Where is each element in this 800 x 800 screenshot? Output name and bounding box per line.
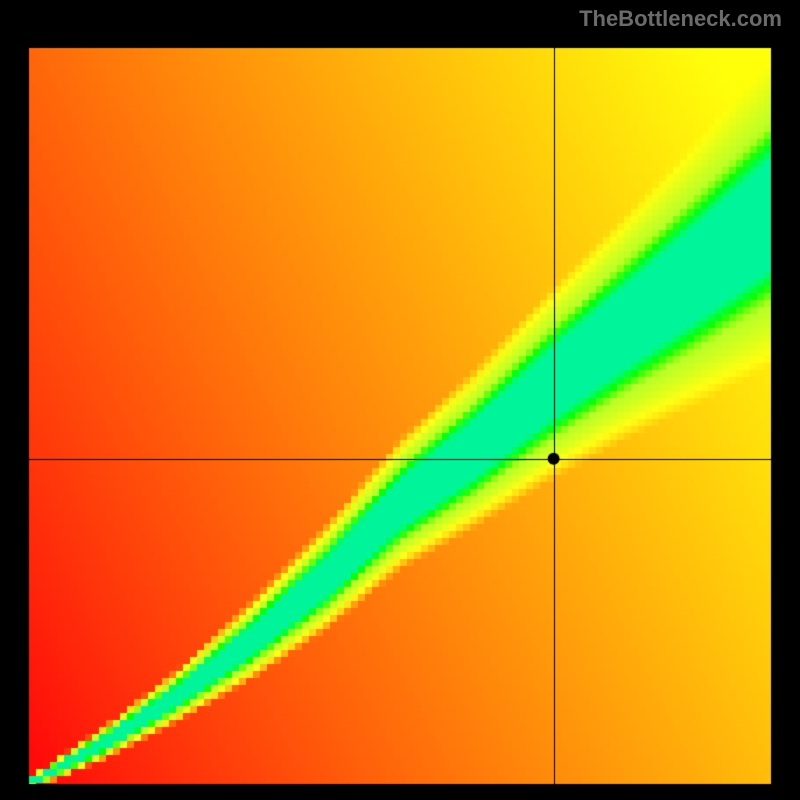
chart-container: TheBottleneck.com xyxy=(0,0,800,800)
watermark-text: TheBottleneck.com xyxy=(579,6,782,32)
bottleneck-heatmap-canvas xyxy=(0,0,800,800)
